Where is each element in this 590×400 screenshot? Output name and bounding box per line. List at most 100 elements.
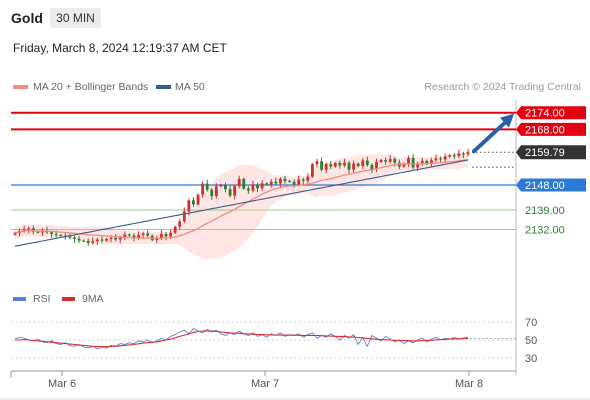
candle (338, 163, 342, 166)
level-label-2139.00: 2139.00 (525, 205, 565, 217)
candle (365, 160, 369, 165)
candle (297, 179, 301, 185)
level-tag-2168.00 (516, 122, 586, 136)
projection-arrow-head (500, 113, 514, 128)
legend-swatch-rsi (13, 297, 26, 301)
candle (462, 153, 465, 155)
candle (77, 238, 81, 241)
chart-header: Gold 30 MIN (0, 0, 590, 38)
time-tick-label: Mar 6 (48, 378, 76, 390)
candle (73, 237, 76, 239)
candle (292, 181, 296, 185)
candle (146, 233, 150, 236)
candle (439, 158, 442, 160)
candle (169, 232, 172, 237)
candle (283, 178, 287, 182)
level-label-2174.00: 2174.00 (525, 108, 565, 120)
candle (178, 221, 182, 227)
legend-swatch-ma50 (156, 85, 171, 89)
candle (347, 162, 351, 170)
candle (251, 184, 255, 191)
candle (301, 179, 305, 181)
candle (425, 160, 429, 165)
candle (127, 234, 131, 236)
candle (155, 238, 159, 241)
candle (246, 188, 250, 191)
candle (269, 181, 273, 185)
ma50-line (14, 159, 469, 247)
candle (333, 163, 337, 167)
legend-label-rsi-ma: 9MA (82, 293, 104, 305)
candle (36, 231, 40, 233)
candle (452, 155, 456, 157)
candle (242, 178, 246, 189)
candle (201, 183, 205, 195)
candle (228, 189, 232, 196)
candle (379, 159, 383, 162)
candle (361, 160, 365, 167)
candle (210, 189, 214, 197)
level-tag-2148.00 (516, 178, 586, 192)
level-label-2132.00: 2132.00 (525, 225, 565, 237)
candle (393, 158, 397, 163)
candle (173, 226, 177, 233)
candle (137, 235, 140, 239)
candle (356, 163, 360, 167)
candle (434, 158, 438, 161)
candle (123, 234, 127, 238)
chart-datetime: Friday, March 8, 2024 12:19:37 AM CET (13, 41, 227, 55)
legend-label-rsi: RSI (33, 293, 51, 305)
candle (41, 230, 44, 233)
candle (402, 163, 406, 167)
time-tick-label: Mar 8 (455, 378, 483, 390)
candle (429, 160, 433, 165)
candle (411, 158, 415, 168)
candle (164, 233, 168, 237)
candle (105, 238, 108, 241)
candle (233, 186, 237, 196)
candle (370, 164, 374, 170)
chart-credit: Research © 2024 Trading Central (424, 81, 581, 93)
candle (214, 186, 218, 197)
candle (466, 152, 470, 155)
timeframe-badge[interactable]: 30 MIN (50, 8, 101, 28)
candle (219, 185, 223, 187)
level-label-2168.00: 2168.00 (525, 124, 565, 136)
candle (311, 164, 314, 177)
rsi-ma-line (15, 330, 469, 348)
candle (407, 158, 410, 164)
candle (187, 200, 191, 212)
candle (68, 236, 72, 238)
candle (114, 237, 118, 240)
candle (91, 241, 95, 243)
candle (100, 239, 104, 241)
level-label-2148.00: 2148.00 (525, 180, 565, 192)
legend-swatch-rsi-ma (62, 297, 75, 301)
candle (224, 185, 227, 190)
candle (448, 155, 452, 157)
legend-swatch-ma20 (13, 85, 28, 89)
candle (182, 211, 186, 222)
rsi-tick-30: 30 (525, 353, 537, 365)
chart-title: Gold (11, 10, 43, 26)
candle (160, 233, 163, 239)
candle (95, 239, 99, 242)
candle (306, 176, 310, 181)
ma20-line (14, 158, 469, 239)
rsi-tick-70: 70 (525, 317, 537, 329)
candle (315, 161, 319, 165)
candle (192, 200, 195, 205)
candle (324, 164, 328, 170)
legend-label-ma50: MA 50 (175, 81, 205, 93)
candle (375, 161, 378, 170)
candle (274, 181, 278, 184)
candle (384, 159, 388, 162)
candle (416, 163, 420, 168)
legend-label-ma20: MA 20 + Bollinger Bands (33, 81, 148, 93)
candle (256, 184, 259, 189)
candle (109, 237, 113, 239)
candle (86, 240, 90, 243)
candle (141, 233, 145, 236)
candle (27, 228, 31, 230)
